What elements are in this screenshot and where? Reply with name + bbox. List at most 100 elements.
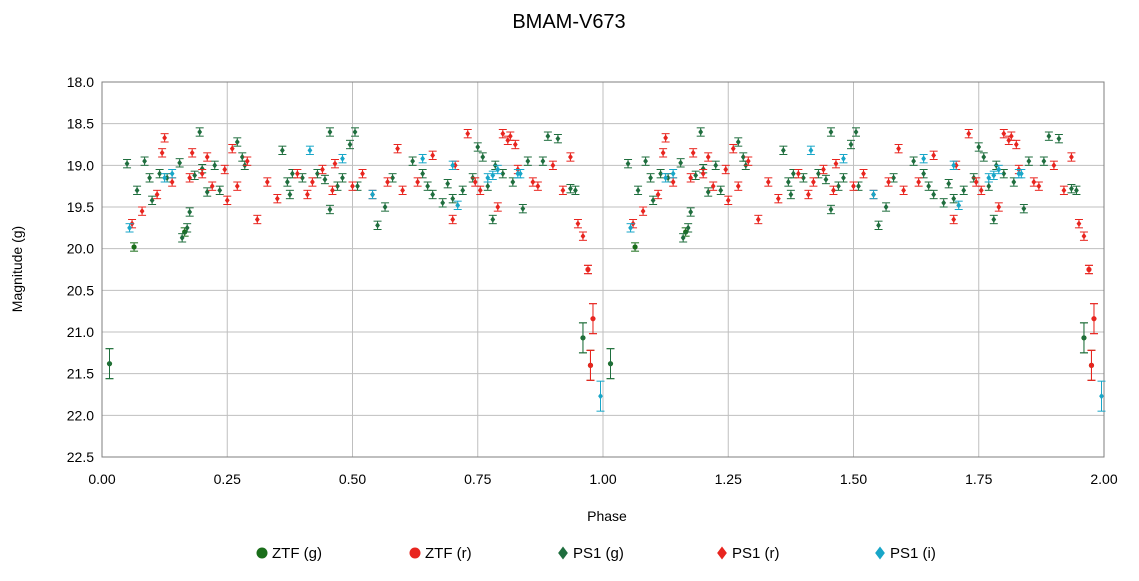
data-point [1081, 232, 1087, 240]
data-point [821, 166, 826, 173]
data-point [745, 157, 751, 165]
data-point [520, 205, 526, 212]
data-point [192, 172, 198, 179]
legend-marker [558, 546, 568, 560]
data-point [127, 224, 132, 232]
data-point [1046, 132, 1052, 140]
legend-item-ztf-r: ZTF (r) [409, 545, 472, 562]
y-tick-label: 22.0 [67, 407, 94, 423]
data-point [107, 360, 112, 367]
data-point [785, 178, 791, 186]
data-point [1041, 157, 1047, 165]
data-point [775, 195, 781, 202]
data-point [976, 143, 982, 151]
data-point [455, 202, 461, 209]
data-point [811, 178, 816, 186]
data-point [1069, 153, 1074, 161]
data-point [991, 216, 997, 223]
data-point [790, 170, 796, 177]
data-point [916, 178, 922, 186]
data-point [848, 141, 854, 148]
plot-area [101, 81, 1105, 458]
data-point [680, 234, 686, 242]
data-point [1086, 266, 1092, 273]
data-point [648, 174, 653, 182]
data-point [625, 160, 631, 167]
data-point [953, 162, 959, 169]
data-point [420, 170, 426, 177]
data-point [157, 170, 163, 177]
data-point [139, 207, 145, 215]
data-point [177, 159, 183, 167]
data-point [663, 134, 669, 142]
data-point [1008, 132, 1014, 140]
data-point [861, 170, 866, 177]
legend-marker [409, 547, 421, 559]
data-point [635, 187, 641, 194]
data-point [420, 155, 426, 162]
data-point [585, 266, 591, 273]
data-point [287, 191, 293, 198]
data-point [244, 157, 250, 165]
data-point [1026, 157, 1032, 165]
data-point [410, 157, 416, 165]
data-point [189, 149, 195, 157]
y-tick-label: 22.5 [67, 449, 94, 465]
y-tick-label: 18.0 [67, 74, 94, 90]
data-point [222, 166, 228, 173]
y-tick-label: 21.5 [67, 366, 94, 382]
legend-label: ZTF (r) [425, 545, 472, 562]
data-point [322, 176, 328, 183]
legend-item-ps1-i: PS1 (i) [875, 545, 936, 562]
data-point [828, 128, 834, 136]
data-point [580, 334, 586, 342]
data-point [911, 157, 917, 165]
data-point [452, 162, 458, 169]
chart-title: BMAM-V673 [512, 11, 625, 33]
x-tick-label: 0.25 [214, 471, 241, 487]
data-point [515, 170, 521, 177]
data-point [725, 197, 731, 204]
data-point [951, 216, 957, 223]
data-point [477, 187, 483, 194]
data-point [540, 157, 546, 165]
data-point [693, 172, 699, 179]
legend-label: ZTF (g) [272, 545, 322, 562]
data-point [430, 152, 436, 159]
legend-item-ps1-g: PS1 (g) [558, 545, 624, 562]
data-point [335, 182, 340, 190]
data-point [996, 166, 1002, 173]
data-point [690, 149, 696, 157]
data-point [164, 174, 170, 182]
data-point [961, 187, 967, 194]
legend-marker [717, 546, 727, 560]
data-point [1061, 187, 1067, 194]
data-point [856, 182, 861, 190]
data-point [735, 138, 741, 146]
data-point [931, 152, 937, 159]
data-point [700, 165, 706, 172]
data-point [755, 216, 761, 223]
data-point [315, 170, 320, 177]
data-point [229, 145, 235, 152]
data-point [279, 147, 285, 154]
data-point [663, 174, 669, 182]
data-point [705, 153, 711, 161]
data-point [580, 232, 586, 240]
data-point [608, 360, 613, 367]
data-point [956, 202, 962, 209]
data-point [440, 199, 446, 207]
data-point [320, 166, 325, 173]
data-point [142, 157, 147, 165]
x-tick-label: 1.50 [840, 471, 867, 487]
data-point [239, 153, 245, 161]
data-point [650, 197, 656, 204]
data-point [234, 138, 240, 146]
data-point [550, 162, 556, 169]
data-point [370, 191, 375, 198]
data-point [780, 147, 786, 154]
data-point [395, 145, 400, 152]
data-point [831, 187, 836, 194]
data-point [1074, 187, 1079, 194]
